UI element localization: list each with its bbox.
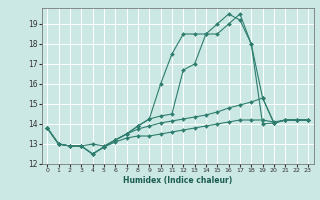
X-axis label: Humidex (Indice chaleur): Humidex (Indice chaleur)	[123, 176, 232, 185]
